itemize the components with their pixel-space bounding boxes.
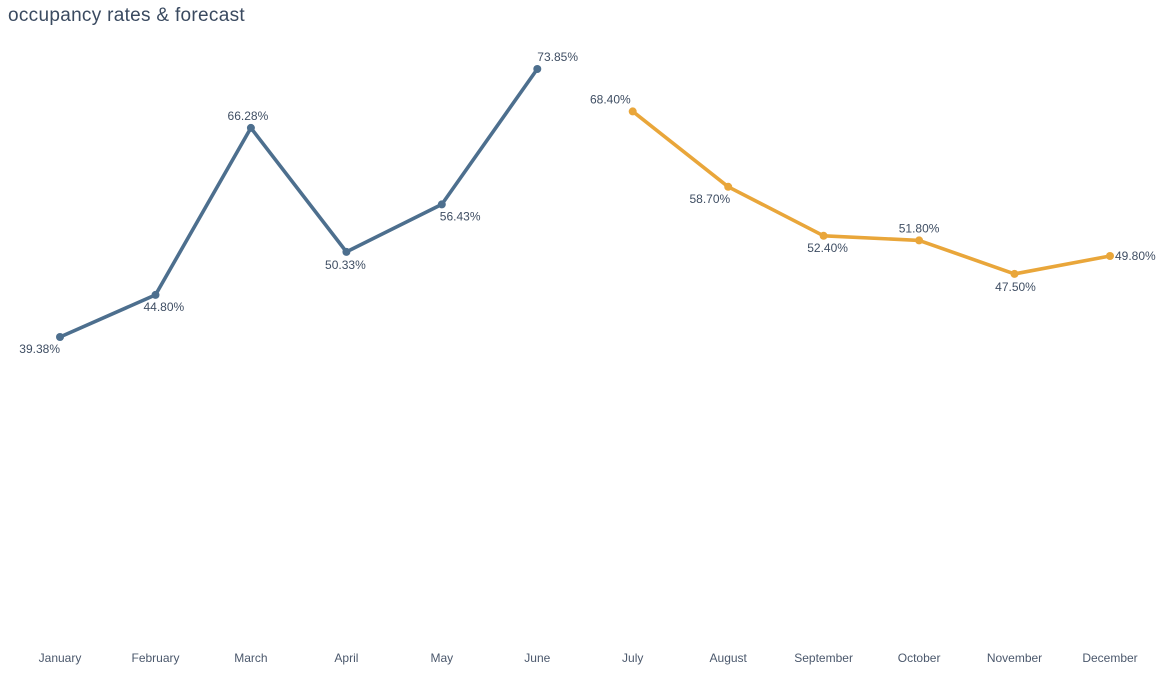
- data-label-forecast-august: 58.70%: [689, 192, 730, 206]
- data-point-occupancy-may: [437, 200, 446, 209]
- data-point-forecast-september: [819, 231, 828, 240]
- x-axis-label-april: April: [334, 651, 358, 665]
- data-label-forecast-july: 68.40%: [590, 92, 631, 106]
- data-point-occupancy-january: [56, 333, 64, 341]
- data-point-forecast-august: [724, 182, 733, 191]
- data-label-occupancy-february: 44.80%: [144, 300, 185, 314]
- chart-title: occupancy rates & forecast: [8, 5, 245, 26]
- data-label-occupancy-april: 50.33%: [325, 258, 366, 272]
- data-label-forecast-december: 49.80%: [1115, 249, 1156, 263]
- x-axis-label-november: November: [987, 651, 1042, 665]
- x-axis-label-october: October: [898, 651, 941, 665]
- data-point-occupancy-february: [151, 290, 160, 299]
- data-label-occupancy-may: 56.43%: [440, 209, 481, 223]
- data-label-forecast-september: 52.40%: [807, 241, 848, 255]
- data-label-occupancy-january: 39.38%: [19, 342, 60, 356]
- data-point-occupancy-march: [246, 123, 255, 132]
- x-axis-label-december: December: [1082, 651, 1137, 665]
- x-axis-label-september: September: [794, 651, 853, 665]
- x-axis-label-january: January: [39, 651, 82, 665]
- data-label-occupancy-june: 73.85%: [537, 50, 578, 64]
- data-point-occupancy-june: [533, 65, 542, 73]
- data-label-forecast-october: 51.80%: [899, 221, 940, 235]
- x-axis-label-march: March: [234, 651, 267, 665]
- series-line-forecast: [630, 109, 1112, 276]
- data-label-forecast-november: 47.50%: [995, 280, 1036, 294]
- data-label-occupancy-march: 66.28%: [228, 109, 269, 123]
- x-axis-label-august: August: [710, 651, 748, 665]
- series-line-occupancy: [58, 67, 540, 339]
- data-point-occupancy-april: [342, 247, 351, 256]
- x-axis-label-may: May: [430, 651, 453, 665]
- data-point-forecast-december: [1106, 252, 1114, 260]
- data-point-forecast-july: [628, 107, 637, 116]
- data-point-forecast-november: [1010, 269, 1019, 278]
- x-axis-label-february: February: [131, 651, 179, 665]
- data-point-forecast-october: [915, 236, 924, 245]
- x-axis-label-july: July: [622, 651, 643, 665]
- x-axis-label-june: June: [524, 651, 550, 665]
